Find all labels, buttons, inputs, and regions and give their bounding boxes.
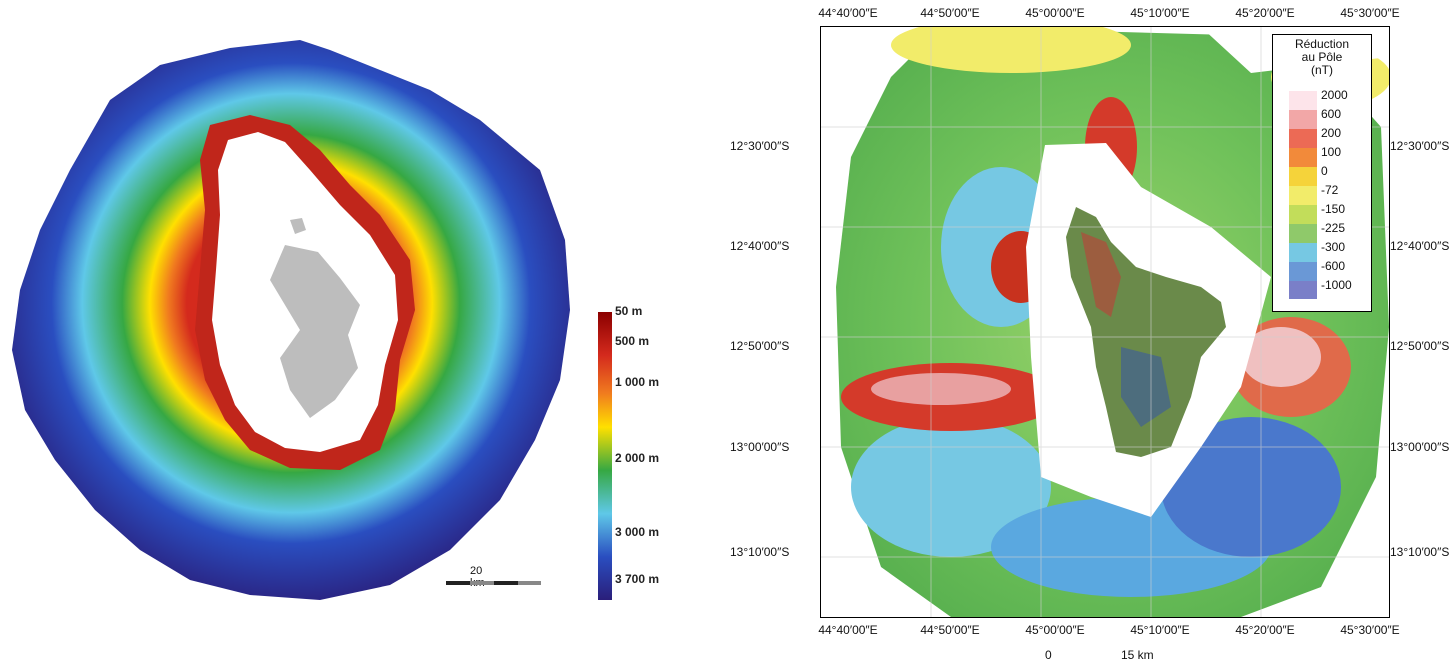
legend-swatch-9	[1289, 262, 1317, 281]
lat-label-right-4: 13°00′00″S	[1390, 440, 1450, 454]
depth-label-50: 50 m	[615, 304, 643, 318]
legend-title: Réduction au Pôle (nT)	[1273, 38, 1371, 77]
anomaly-blue-southwest	[851, 417, 1051, 557]
lon-label-top-3: 45°00′00″E	[1025, 6, 1085, 20]
legend-swatch-7	[1289, 224, 1317, 243]
legend-swatch-0	[1289, 91, 1317, 110]
legend-value-10: -1000	[1321, 278, 1352, 292]
lon-label-bottom-5: 45°20′00″E	[1235, 623, 1295, 637]
lon-label-top-4: 45°10′00″E	[1130, 6, 1190, 20]
island-magnetics-blue	[1121, 347, 1171, 427]
legend-swatch-6	[1289, 205, 1317, 224]
legend-value-4: 0	[1321, 164, 1328, 178]
depth-color-bar	[598, 312, 612, 600]
lon-label-bottom-1: 44°40′00″E	[818, 623, 878, 637]
island-interior-north	[290, 218, 306, 234]
legend-color-bar	[1289, 91, 1317, 299]
legend-swatch-4	[1289, 167, 1317, 186]
lat-label-right-2: 12°40′00″S	[1390, 239, 1450, 253]
legend-title-line-1: Réduction	[1294, 37, 1350, 51]
lat-label-left-2: 12°40′00″S	[730, 239, 790, 253]
legend-title-line-2: au Pôle	[1301, 50, 1343, 64]
legend-value-0: 2000	[1321, 88, 1348, 102]
island-magnetics-red	[1081, 232, 1121, 317]
island-interior	[270, 245, 360, 418]
legend-value-2: 200	[1321, 126, 1342, 140]
anomaly-blue-east	[1161, 417, 1341, 557]
legend-value-8: -300	[1321, 240, 1346, 254]
lon-label-top-2: 44°50′00″E	[920, 6, 980, 20]
legend-swatch-10	[1289, 281, 1317, 299]
lat-label-left-1: 12°30′00″S	[730, 139, 790, 153]
lat-label-left-5: 13°10′00″S	[730, 545, 790, 559]
lon-label-top-6: 45°30′00″E	[1340, 6, 1400, 20]
legend-value-1: 600	[1321, 107, 1342, 121]
lon-label-bottom-3: 45°00′00″E	[1025, 623, 1085, 637]
legend-value-9: -600	[1321, 259, 1346, 273]
depth-label-3700: 3 700 m	[615, 572, 660, 586]
bathymetry-map	[12, 40, 570, 600]
legend-swatch-2	[1289, 129, 1317, 148]
depth-label-2000: 2 000 m	[615, 451, 660, 465]
legend-value-5: -72	[1321, 183, 1339, 197]
lon-label-top-1: 44°40′00″E	[818, 6, 878, 20]
lon-label-bottom-4: 45°10′00″E	[1130, 623, 1190, 637]
legend-value-7: -225	[1321, 221, 1346, 235]
anomaly-pink-west	[871, 373, 1011, 405]
lat-label-right-5: 13°10′00″S	[1390, 545, 1450, 559]
legend-value-6: -150	[1321, 202, 1346, 216]
legend-swatch-5	[1289, 186, 1317, 205]
legend-title-line-3: (nT)	[1311, 63, 1333, 77]
right-scale-end: 15 km	[1121, 648, 1154, 662]
lat-label-right-3: 12°50′00″S	[1390, 339, 1450, 353]
lat-label-left-3: 12°50′00″S	[730, 339, 790, 353]
anomaly-yellow-north	[891, 27, 1131, 73]
depth-label-1000: 1 000 m	[615, 375, 660, 389]
legend-value-3: 100	[1321, 145, 1342, 159]
depth-label-3000: 3 000 m	[615, 525, 660, 539]
lat-label-left-4: 13°00′00″S	[730, 440, 790, 454]
rtp-legend: Réduction au Pôle (nT) 2000 600 200 100 …	[1272, 34, 1372, 312]
legend-swatch-8	[1289, 243, 1317, 262]
depth-label-500: 500 m	[615, 334, 650, 348]
lon-label-bottom-2: 44°50′00″E	[920, 623, 980, 637]
legend-swatch-3	[1289, 148, 1317, 167]
legend-swatch-1	[1289, 110, 1317, 129]
right-scale-zero: 0	[1045, 648, 1052, 662]
lat-label-right-1: 12°30′00″S	[1390, 139, 1450, 153]
magnetic-anomaly-map	[820, 26, 1390, 618]
lon-label-bottom-6: 45°30′00″E	[1340, 623, 1400, 637]
lon-label-top-5: 45°20′00″E	[1235, 6, 1295, 20]
